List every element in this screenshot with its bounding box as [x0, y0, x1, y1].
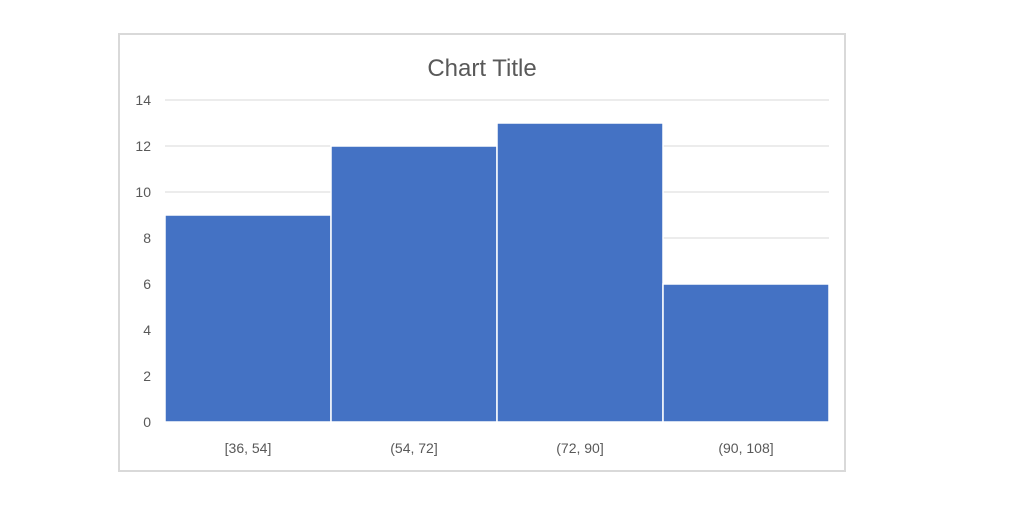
y-tick-label: 10: [135, 184, 151, 200]
chart-area: Chart Title 0 2 4 6 8 10 12 14 [36, 54] (54, 72]…: [118, 33, 846, 472]
bar: [330, 145, 498, 423]
chart-title: Chart Title: [427, 55, 536, 82]
x-axis-tick-labels: [36, 54] (54, 72] (72, 90] (90, 108]: [225, 440, 774, 456]
y-tick-label: 14: [135, 92, 151, 108]
x-tick-label: (72, 90]: [556, 440, 603, 456]
y-tick-label: 12: [135, 138, 151, 154]
bars: [164, 122, 830, 423]
y-tick-label: 4: [143, 322, 151, 338]
y-tick-label: 6: [143, 276, 151, 292]
x-tick-label: (90, 108]: [718, 440, 773, 456]
x-tick-label: [36, 54]: [225, 440, 272, 456]
histogram-chart: Chart Title 0 2 4 6 8 10 12 14 [36, 54] (54, 72]…: [135, 55, 830, 456]
y-axis-tick-labels: 0 2 4 6 8 10 12 14: [135, 92, 151, 430]
bar: [662, 283, 830, 423]
x-tick-label: (54, 72]: [390, 440, 437, 456]
y-tick-label: 0: [143, 414, 151, 430]
bar: [164, 214, 332, 423]
y-tick-label: 2: [143, 368, 151, 384]
bar: [496, 122, 664, 423]
y-tick-label: 8: [143, 230, 151, 246]
